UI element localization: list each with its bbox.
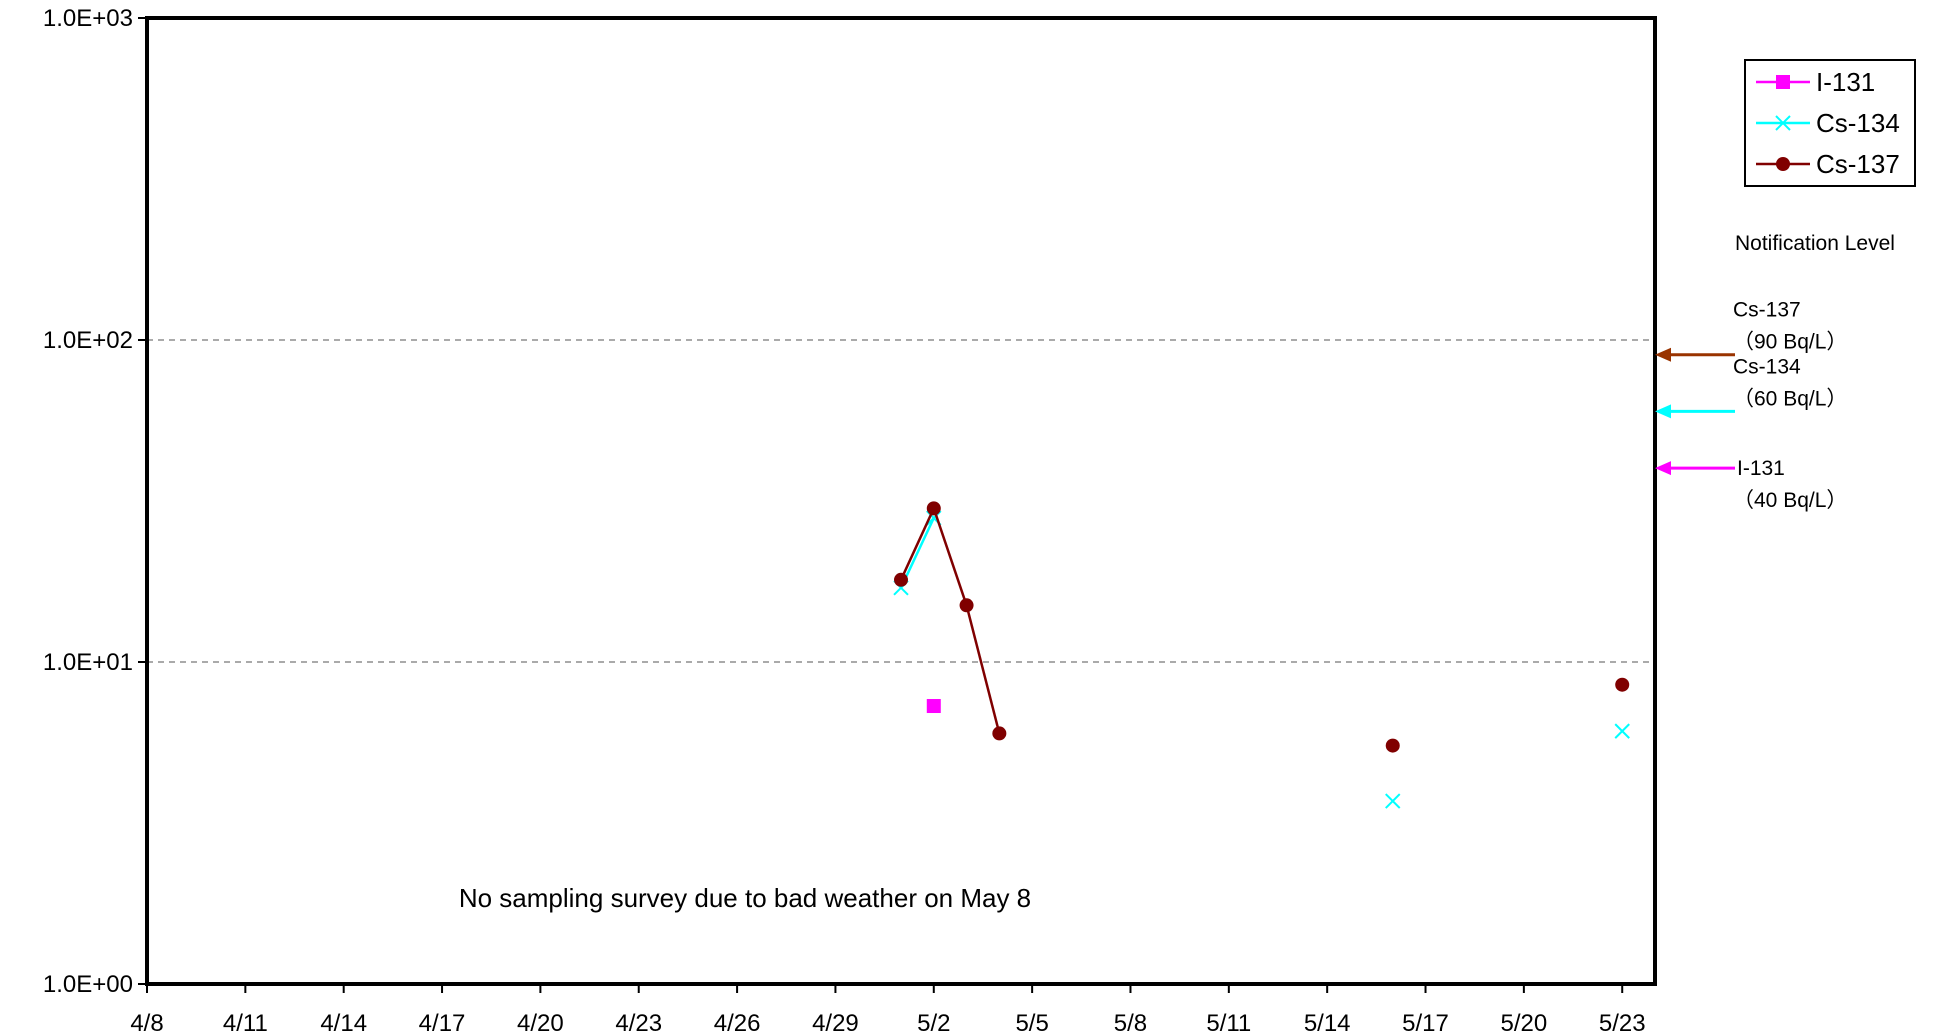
x-tick-label: 5/2 [917, 1010, 950, 1035]
grid-lines [147, 339, 1655, 663]
x-tick-label: 4/8 [130, 1010, 163, 1035]
data-point-cs-137 [1615, 677, 1630, 692]
legend-label: Cs-134 [1816, 108, 1900, 138]
data-point-cs-137 [894, 572, 908, 587]
notification-value-label: （40 Bq/L） [1733, 489, 1847, 512]
y-tick-label: 1.0E+00 [43, 971, 133, 998]
legend-label: Cs-137 [1816, 149, 1900, 179]
notification-arrow-head [1655, 404, 1671, 419]
notification-level-cs-137: Cs-137 （90 Bq/L） [1655, 299, 1847, 362]
data-point-cs-137 [1385, 738, 1400, 753]
x-tick-label: 5/23 [1599, 1010, 1646, 1035]
x-tick-label: 5/8 [1114, 1010, 1147, 1035]
y-axis-ticks: 1.0E+00 1.0E+01 1.0E+02 1.0E+03 [43, 5, 147, 998]
notification-nuclide-label: Cs-137 [1733, 299, 1801, 322]
x-tick-label: 4/14 [320, 1010, 367, 1035]
series-line-cs-137 [965, 604, 1001, 734]
series-cs-137 [894, 501, 1630, 753]
plot-area-frame [145, 16, 1657, 986]
notification-value-label: （60 Bq/L） [1733, 387, 1847, 410]
notification-levels: Notification Level Cs-137 （90 Bq/L）Cs-134… [1655, 232, 1895, 512]
x-tick-label: 4/29 [812, 1010, 859, 1035]
data-point-cs-134 [1614, 723, 1630, 739]
bad-weather-annotation: No sampling survey due to bad weather on… [459, 883, 1031, 913]
notification-level-title: Notification Level [1735, 232, 1895, 255]
legend-item-i-131: I-131 [1756, 67, 1875, 97]
legend-item-cs-134: Cs-134 [1756, 108, 1900, 138]
data-point-cs-134 [1385, 793, 1401, 809]
x-tick-label: 4/17 [419, 1010, 466, 1035]
x-tick-label: 5/5 [1015, 1010, 1048, 1035]
series-layer [893, 501, 1630, 809]
legend-label: I-131 [1816, 67, 1875, 97]
series-line-cs-137 [932, 507, 968, 606]
legend-swatch-marker [1776, 157, 1790, 171]
notification-arrow-head [1655, 347, 1671, 362]
legend-swatch-marker [1775, 115, 1791, 131]
notification-value-label: （90 Bq/L） [1733, 331, 1847, 354]
y-tick-label: 1.0E+01 [43, 649, 133, 676]
notification-arrow-head [1655, 461, 1671, 476]
y-tick-label: 1.0E+03 [43, 5, 133, 32]
data-point-cs-137 [959, 598, 974, 613]
x-tick-label: 4/26 [714, 1010, 761, 1035]
notification-nuclide-label: I-131 [1737, 457, 1785, 480]
x-axis-ticks: 4/8 4/11 4/14 4/17 4/20 4/23 4/26 4/29 5/2 5/5 5/8… [130, 984, 1646, 1035]
data-point-cs-137 [926, 501, 941, 516]
series-cs-134 [893, 510, 1630, 809]
x-tick-label: 4/23 [615, 1010, 662, 1035]
notification-nuclide-label: Cs-134 [1733, 355, 1801, 378]
legend: I-131 Cs-134 Cs-137 [1744, 59, 1916, 187]
x-tick-label: 4/11 [223, 1010, 268, 1035]
data-point-cs-137 [992, 726, 1007, 741]
data-point-i-131 [926, 699, 941, 714]
x-tick-label: 4/20 [517, 1010, 564, 1035]
series-line-cs-137 [899, 507, 935, 581]
legend-swatch-marker [1776, 75, 1790, 89]
x-tick-label: 5/20 [1501, 1010, 1548, 1035]
notification-level-i-131: I-131 （40 Bq/L） [1655, 457, 1847, 512]
y-tick-label: 1.0E+02 [43, 327, 133, 354]
x-tick-label: 5/17 [1402, 1010, 1449, 1035]
x-tick-label: 5/11 [1206, 1010, 1251, 1035]
series-i-131 [926, 699, 941, 714]
legend-item-cs-137: Cs-137 [1756, 149, 1900, 179]
notification-level-cs-134: Cs-134 （60 Bq/L） [1655, 355, 1847, 419]
x-tick-label: 5/14 [1304, 1010, 1351, 1035]
